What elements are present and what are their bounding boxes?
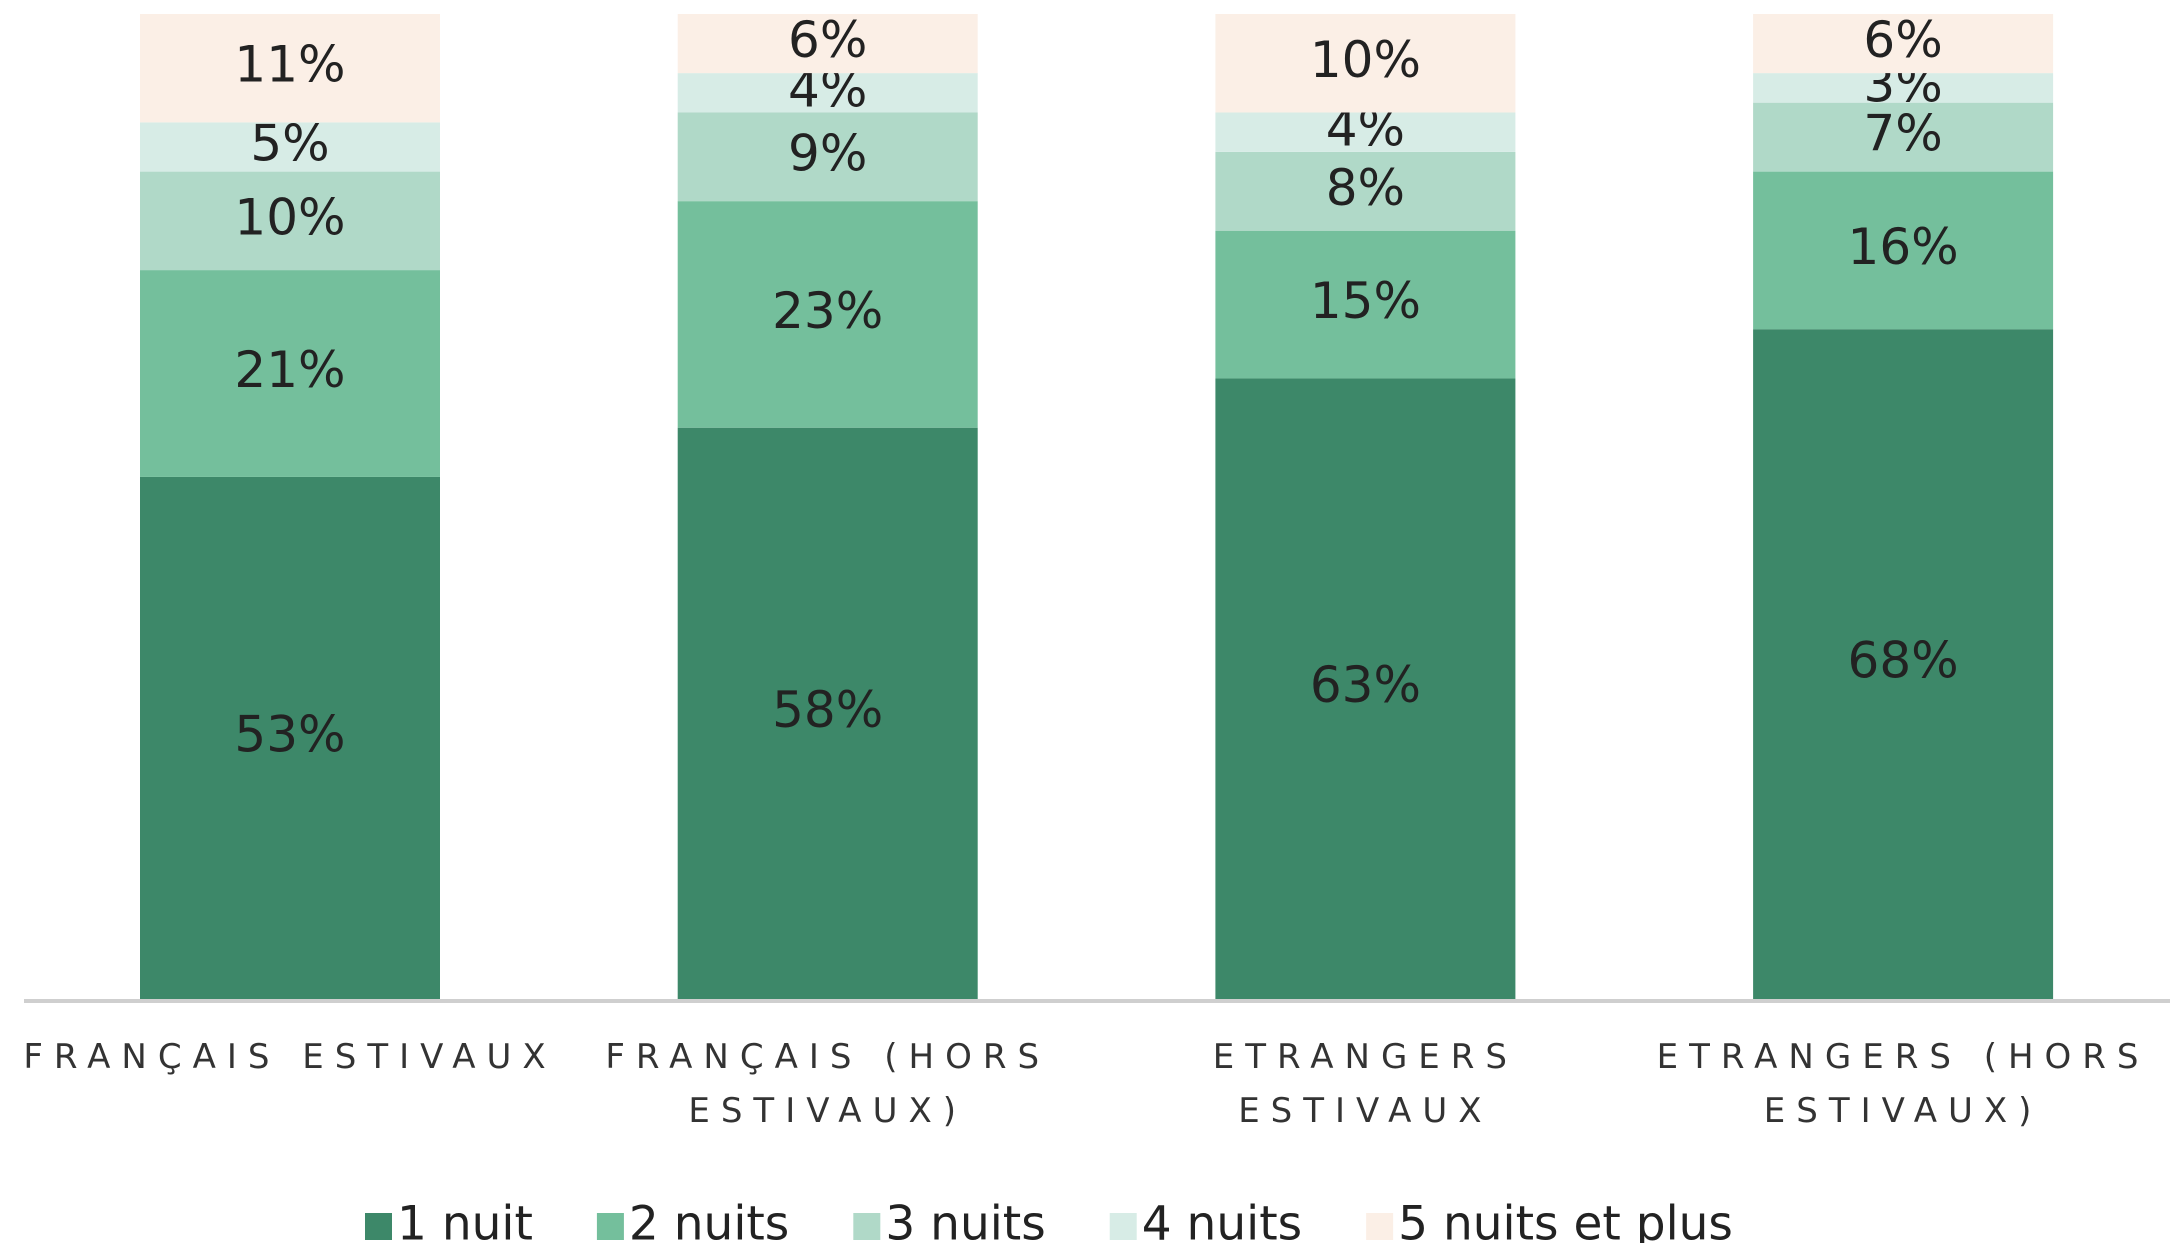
bar-segment	[140, 270, 440, 477]
value-label: 5%	[250, 114, 329, 172]
value-label: 11%	[234, 36, 345, 94]
legend-swatch	[853, 1213, 881, 1240]
value-label: 7%	[1863, 105, 1942, 163]
bar-segment	[140, 122, 440, 172]
x-tick-label: ETRANGERS (HORS ESTIVAUX)	[1656, 1037, 2150, 1131]
bar-segment	[1753, 73, 2054, 103]
legend-label: 5 nuits et plus	[1398, 1197, 1733, 1243]
bar-segment	[677, 201, 978, 428]
legend-swatch	[365, 1213, 392, 1240]
bar-segment	[677, 14, 978, 74]
value-label: 15%	[1310, 272, 1421, 330]
value-label: 16%	[1848, 218, 1959, 276]
bar-segment	[677, 427, 978, 999]
x-tick-label: ETRANGERS ESTIVAUX	[1212, 1037, 1518, 1131]
bar-segment	[140, 14, 440, 123]
value-label: 10%	[1310, 31, 1421, 89]
legend-swatch	[596, 1213, 624, 1240]
legend-swatch	[1366, 1213, 1394, 1240]
bar-segment	[1753, 102, 2054, 172]
value-label: 23%	[772, 282, 883, 340]
bar-segment	[1215, 230, 1516, 379]
value-label: 21%	[234, 341, 345, 399]
value-label: 68%	[1848, 632, 1959, 690]
bar-segment	[140, 171, 440, 271]
bar-segment	[677, 73, 978, 113]
bar-segment	[1753, 14, 2054, 74]
x-tick-label: FRANÇAIS (HORS ESTIVAUX)	[605, 1037, 1051, 1131]
legend-label: 4 nuits	[1142, 1197, 1302, 1243]
value-label: 8%	[1326, 159, 1405, 217]
legend-swatch	[1109, 1213, 1137, 1240]
bar-segment	[1753, 329, 2054, 999]
bar-segment	[1215, 151, 1516, 231]
bar-segment	[1753, 171, 2054, 330]
bar-segment	[677, 112, 978, 202]
value-label: 58%	[772, 681, 883, 739]
legend-label: 3 nuits	[885, 1197, 1045, 1243]
value-label: 10%	[234, 188, 345, 246]
x-tick-label: FRANÇAIS ESTIVAUX	[23, 1037, 557, 1077]
bar-segment	[1215, 378, 1516, 999]
legend-label: 2 nuits	[629, 1197, 789, 1243]
value-label: 6%	[1863, 11, 1942, 69]
bar-segment	[140, 476, 440, 999]
bar-segment	[1215, 112, 1516, 152]
value-label: 53%	[234, 705, 345, 763]
value-label: 6%	[788, 11, 867, 69]
bar-segment	[1215, 14, 1516, 113]
value-label: 9%	[788, 124, 867, 182]
value-label: 63%	[1310, 656, 1421, 714]
legend-label: 1 nuit	[397, 1197, 533, 1243]
